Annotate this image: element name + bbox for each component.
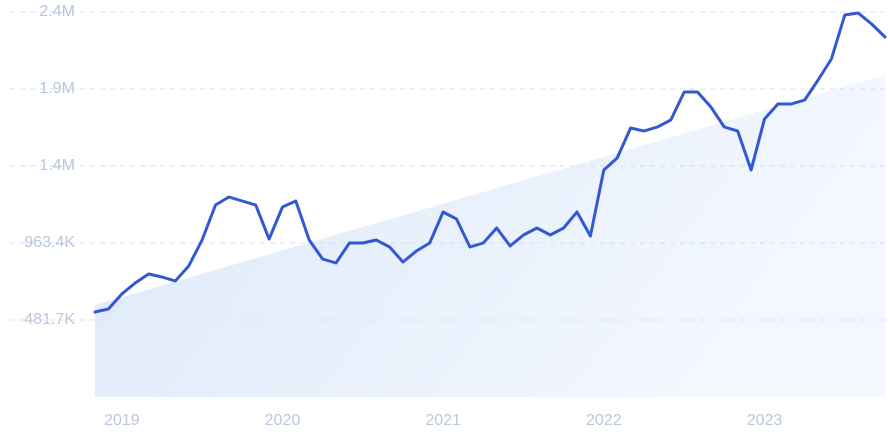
x-tick-label: 2019 — [104, 412, 140, 429]
line — [93, 11, 887, 314]
y-tick-label: 1.9M — [39, 80, 75, 97]
x-tick-label: 2021 — [425, 412, 461, 429]
y-tick-label: 2.4M — [39, 3, 75, 20]
x-tick-label: 2023 — [747, 412, 783, 429]
y-tick-label: 1.4M — [39, 157, 75, 174]
y-tick-label: 481.7K — [24, 311, 75, 328]
y-tick-label: 963.4K — [24, 234, 75, 251]
x-tick-label: 2020 — [265, 412, 301, 429]
x-tick-label: 2022 — [586, 412, 622, 429]
